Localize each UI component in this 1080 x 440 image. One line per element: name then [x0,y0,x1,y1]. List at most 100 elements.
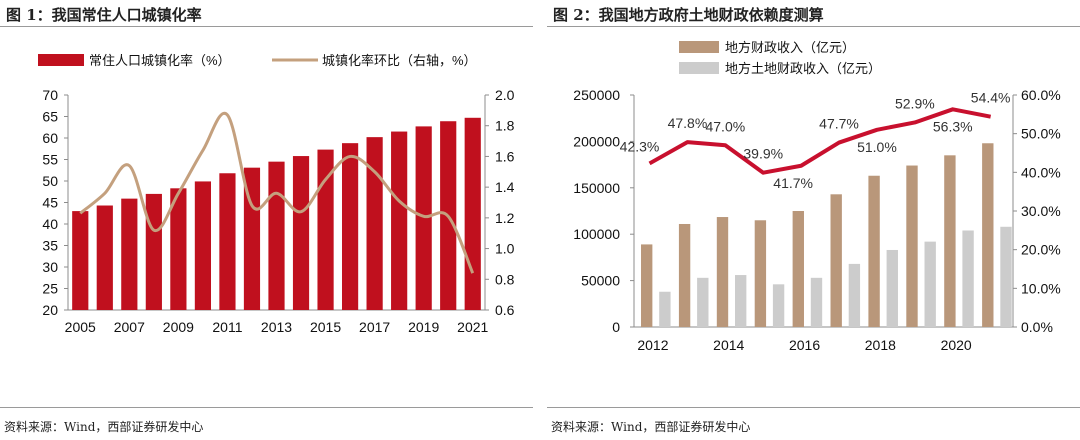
right-axis-tick-label: 10.0% [1021,280,1061,296]
right-axis-tick-label: 0.6 [495,302,515,318]
bar-urbanization-2019 [415,126,432,310]
legend-swatch-urbanization-rate [38,54,84,66]
right-axis-tick-label: 40.0% [1021,164,1061,180]
legend-label-land-revenue: 地方土地财政收入（亿元） [725,61,881,76]
figure-2-source: 资料来源：Wind，西部证券研发中心 [551,420,751,434]
left-axis-tick-label: 40 [42,216,58,232]
data-label-dependency: 51.0% [857,139,897,155]
bar-land-revenue-2019 [924,241,936,327]
right-axis-tick-label: 1.2 [495,210,515,226]
figure-2-title: 图 2：我国地方政府土地财政依赖度测算 [553,6,824,24]
data-label-dependency: 39.9% [743,146,783,162]
left-axis-tick-label: 50000 [581,273,620,289]
right-axis-tick-label: 1.6 [495,148,515,164]
figure-1-bottom-rule [0,407,533,408]
bar-local-revenue-2019 [906,165,918,327]
chart2-legend: 地方财政收入（亿元） 地方土地财政收入（亿元） [679,40,881,76]
bar-local-revenue-2015 [754,220,767,327]
bar-urbanization-2011 [219,173,236,310]
bar-urbanization-2018 [391,131,408,310]
figure-2-bottom-rule [547,407,1080,408]
left-axis-tick-label: 200000 [573,133,620,149]
bar-land-revenue-2016 [810,277,823,327]
x-axis-tick-label: 2014 [713,337,744,353]
x-axis-tick-label: 2012 [637,337,668,353]
left-axis-tick-label: 60 [42,130,58,146]
right-axis-tick-label: 0.0% [1021,319,1053,335]
bar-urbanization-2013 [268,161,285,310]
bar-land-revenue-2014 [735,275,747,327]
data-label-dependency: 54.4% [971,90,1011,106]
chart1-legend: 常住人口城镇化率（%） 城镇化率环比（右轴，%） [38,53,477,68]
figure-1-top-rule [0,26,533,27]
data-label-dependency: 41.7% [773,175,813,191]
legend-label-urbanization-change: 城镇化率环比（右轴，%） [322,53,477,68]
left-axis-tick-label: 150000 [573,180,620,196]
bar-urbanization-2005 [72,211,89,310]
left-axis-tick-label: 30 [42,259,58,275]
legend-swatch-land-revenue [679,62,719,74]
data-label-dependency: 47.0% [705,118,745,134]
right-axis-tick-label: 1.8 [495,118,515,134]
left-axis-tick-label: 55 [42,152,58,168]
bar-urbanization-2010 [194,181,212,310]
line-dependency-ratio [648,107,992,175]
left-axis-tick-label: 45 [42,195,58,211]
left-axis-tick-label: 20 [42,302,58,318]
legend-label-local-revenue: 地方财政收入（亿元） [725,40,855,55]
right-axis-tick-label: 2.0 [495,87,515,103]
right-axis-tick-label: 1.0 [495,241,515,257]
bar-land-revenue-2021 [1000,226,1012,327]
left-axis-tick-label: 0 [612,319,620,335]
bar-land-revenue-2020 [962,230,974,327]
right-axis-tick-label: 50.0% [1021,126,1061,142]
bar-land-revenue-2012 [659,291,671,327]
x-axis-tick-label: 2016 [789,337,820,353]
figure-1-title: 图 1：我国常住人口城镇化率 [6,6,202,24]
bar-land-revenue-2018 [886,249,898,327]
left-axis-tick-label: 70 [42,87,58,103]
data-label-dependency: 42.3% [620,138,660,154]
figure-2-top-rule [547,26,1080,27]
bar-local-revenue-2017 [830,194,842,327]
x-axis-tick-label: 2009 [163,319,194,335]
bar-local-revenue-2014 [716,217,729,327]
bar-local-revenue-2020 [944,155,956,327]
left-axis-tick-label: 50 [42,173,58,189]
bar-local-revenue-2016 [792,211,804,327]
data-label-dependency: 56.3% [933,118,973,134]
x-axis-tick-label: 2007 [114,319,145,335]
urbanization-chart: 常住人口城镇化率（%） 城镇化率环比（右轴，%） 20 25 30 35 40 45 50 55 6… [38,53,515,335]
bar-land-revenue-2015 [772,284,785,327]
legend-swatch-local-revenue [679,41,719,53]
x-axis-tick-label: 2011 [212,319,242,335]
left-axis-tick-label: 250000 [573,87,620,103]
data-label-dependency: 47.7% [819,116,859,132]
line-urbanization-change [79,111,475,274]
x-axis-tick-label: 2005 [65,319,96,335]
x-axis-tick-label: 2015 [310,319,341,335]
bar-urbanization-2012 [243,167,261,310]
figure-2-panel: 图 2：我国地方政府土地财政依赖度测算 地方财政收入（亿元） 地方土地财政收入（亿… [547,0,1080,440]
bar-local-revenue-2018 [868,175,880,327]
bar-urbanization-2021 [464,117,481,310]
right-axis-tick-label: 60.0% [1021,87,1061,103]
x-axis-tick-label: 2021 [457,319,488,335]
bar-urbanization-2008 [145,193,162,310]
x-axis-tick-label: 2017 [359,319,390,335]
right-axis-tick-label: 20.0% [1021,242,1061,258]
bar-urbanization-2017 [366,137,383,310]
figure-1-source: 资料来源：Wind，西部证券研发中心 [4,420,204,434]
figure-1-panel: 图 1：我国常住人口城镇化率 常住人口城镇化率（%） 城镇化率环比（右轴，%） 20… [0,0,533,440]
bar-urbanization-2014 [292,156,310,310]
x-axis-tick-label: 2013 [261,319,292,335]
bar-urbanization-2006 [96,205,113,310]
bar-land-revenue-2013 [697,277,709,327]
bar-urbanization-2015 [317,149,334,310]
left-axis-tick-label: 35 [42,238,58,254]
data-label-dependency: 47.8% [668,115,708,131]
left-axis-tick-label: 100000 [573,226,620,242]
bar-land-revenue-2017 [848,263,861,327]
right-axis-tick-label: 0.8 [495,271,515,287]
right-axis-tick-label: 1.4 [495,179,515,195]
